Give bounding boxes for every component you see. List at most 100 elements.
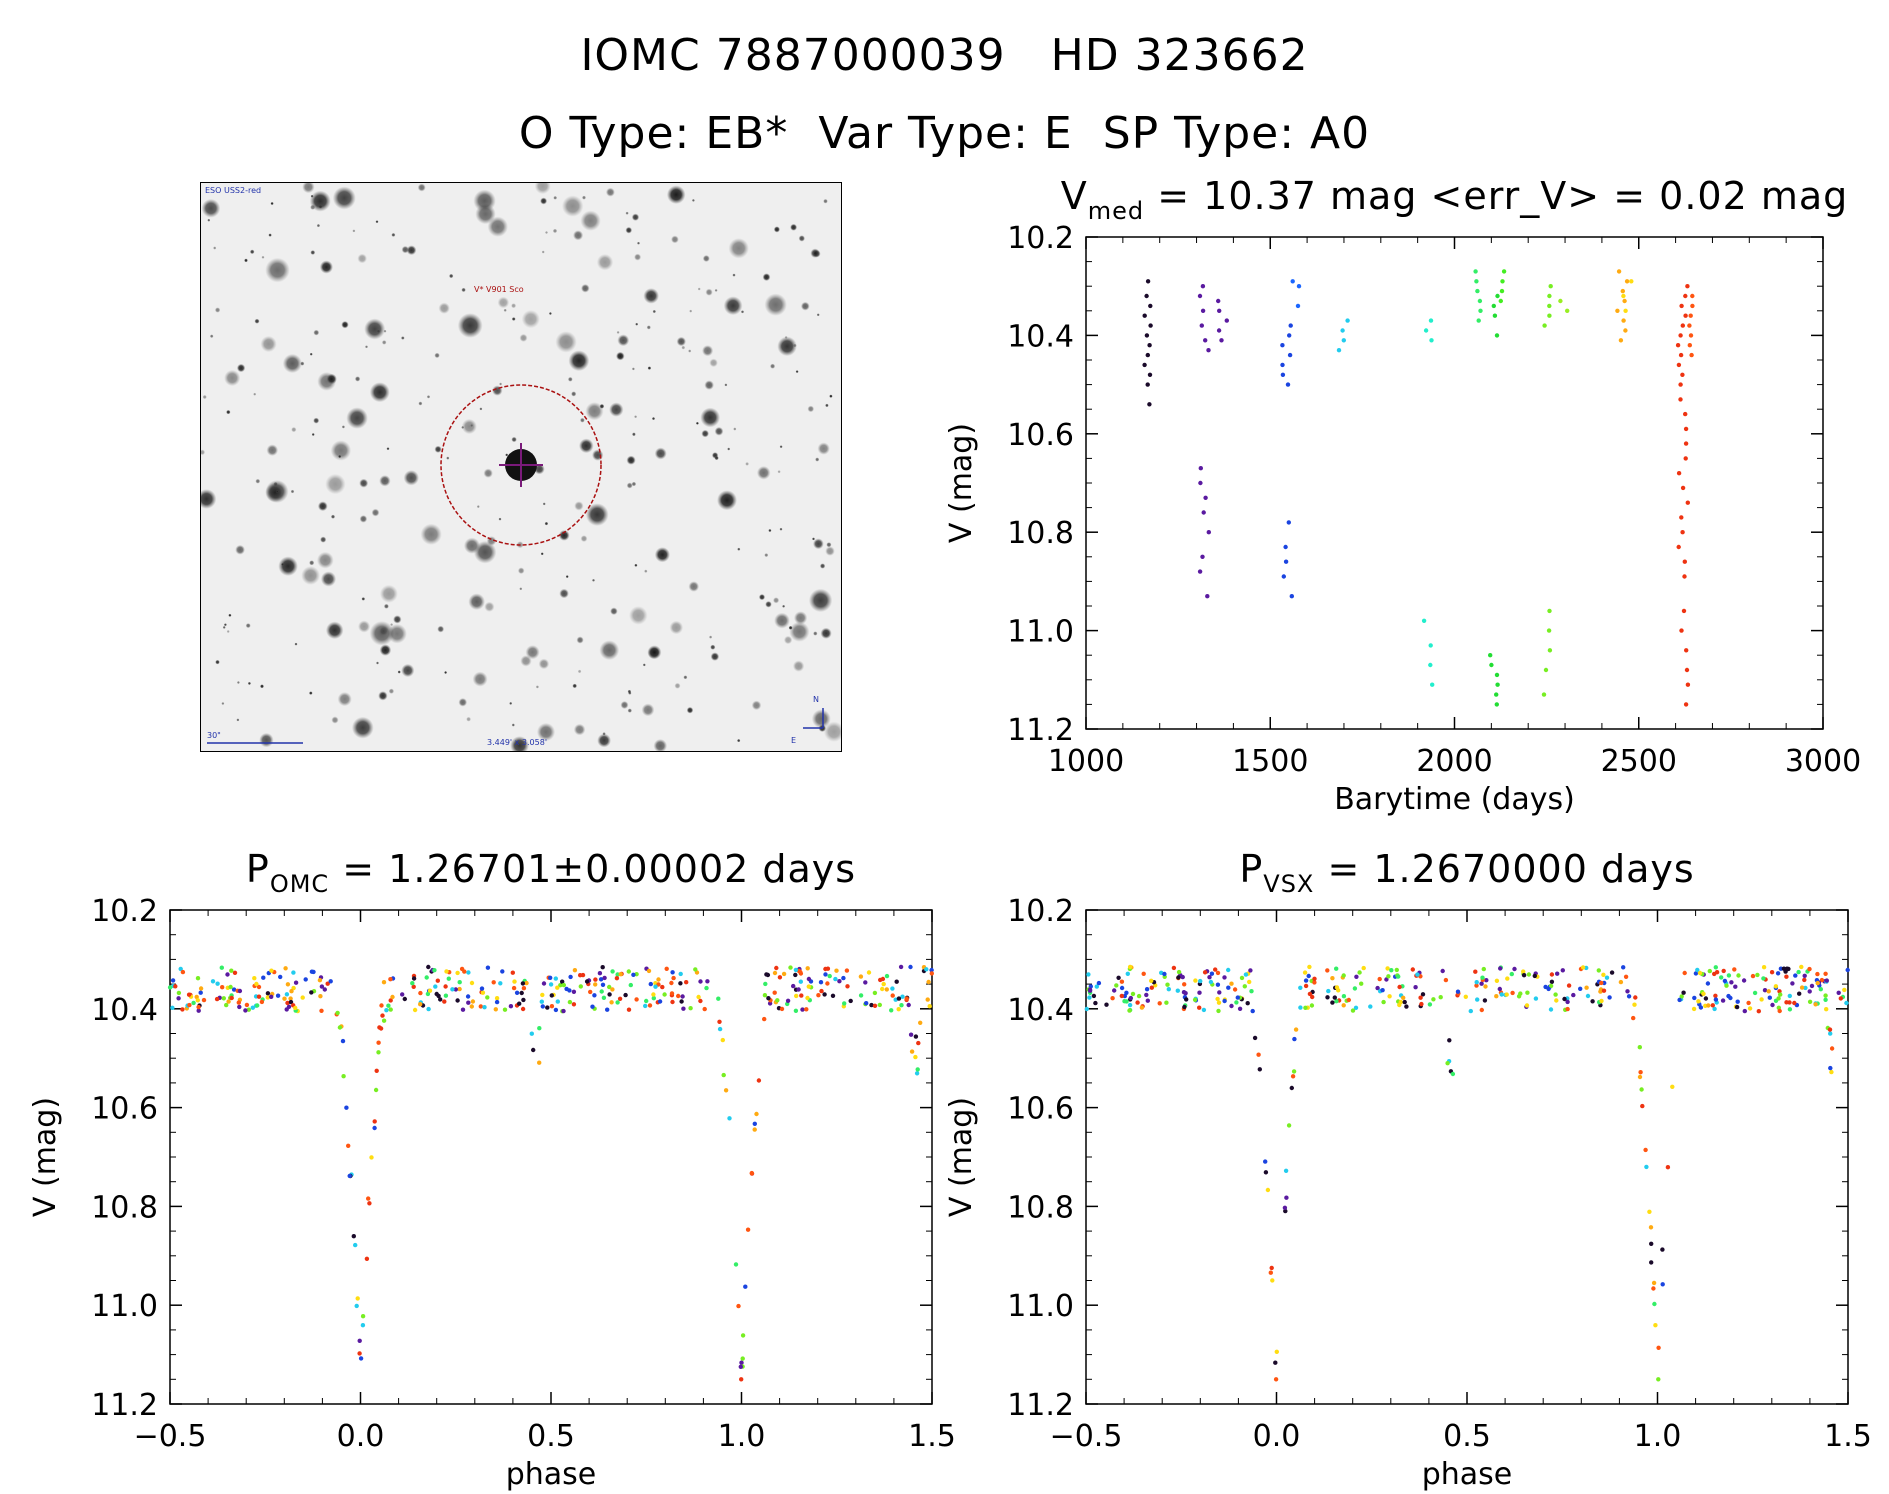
data-point — [1473, 969, 1478, 974]
finder-star — [449, 273, 454, 279]
x-tick-label: 3000 — [1785, 744, 1861, 779]
data-point — [1144, 333, 1150, 338]
data-point — [1799, 964, 1804, 970]
data-point — [531, 1047, 536, 1053]
data-point — [1428, 643, 1433, 648]
data-point — [1565, 999, 1570, 1005]
data-point — [1207, 975, 1212, 980]
data-point — [1346, 997, 1352, 1003]
data-point — [303, 977, 308, 982]
data-point — [1742, 1008, 1748, 1014]
finder-star — [688, 349, 692, 353]
data-point — [1402, 999, 1407, 1005]
finder-star — [290, 489, 295, 494]
data-point — [693, 967, 698, 972]
y-tick-label: 10.6 — [1007, 1092, 1074, 1127]
data-point — [590, 1004, 595, 1009]
data-point — [269, 994, 274, 999]
data-point — [1724, 983, 1729, 988]
data-point — [898, 964, 904, 970]
data-point — [291, 985, 296, 991]
data-point — [377, 1025, 382, 1030]
y-tick-label: 10.8 — [1007, 516, 1074, 551]
data-point — [567, 988, 572, 993]
data-point — [593, 982, 598, 987]
data-point — [1638, 1070, 1643, 1075]
data-point — [198, 990, 203, 995]
finder-star — [723, 296, 743, 316]
data-point — [553, 1007, 559, 1013]
finder-star — [540, 552, 544, 556]
data-point — [1532, 973, 1538, 979]
data-point — [899, 1003, 904, 1008]
data-point — [1141, 971, 1146, 976]
data-point — [1119, 985, 1125, 991]
data-point — [1237, 1006, 1243, 1011]
data-point — [628, 982, 633, 988]
finder-star — [330, 514, 336, 519]
finder-star — [361, 597, 366, 601]
data-point — [1828, 1065, 1833, 1071]
data-point — [1680, 323, 1686, 328]
data-point — [256, 984, 262, 990]
finder-star — [434, 352, 440, 359]
data-point — [1604, 975, 1610, 980]
finder-star — [688, 581, 700, 592]
data-point — [1226, 967, 1231, 973]
data-point — [1688, 333, 1694, 338]
data-point — [1119, 993, 1125, 999]
data-point — [548, 982, 554, 987]
data-point — [457, 986, 462, 992]
data-point — [1803, 985, 1808, 991]
finder-star — [446, 456, 450, 460]
finder-star — [337, 692, 352, 707]
finder-star — [483, 468, 493, 478]
finder-star — [631, 213, 640, 221]
finder-star — [213, 246, 217, 250]
finder-star — [397, 670, 401, 674]
data-point — [916, 1040, 921, 1046]
data-point — [322, 987, 327, 992]
data-point — [676, 993, 681, 999]
finder-target-circle — [440, 384, 602, 546]
finder-star — [609, 402, 624, 417]
finder-star — [727, 447, 731, 451]
data-point — [1303, 983, 1309, 989]
finder-star — [572, 683, 577, 689]
data-point — [1845, 967, 1850, 973]
finder-star — [461, 287, 466, 293]
data-point — [1548, 983, 1554, 989]
data-point — [1222, 998, 1227, 1004]
data-point — [717, 1019, 722, 1024]
finder-star — [697, 287, 701, 291]
data-point — [521, 986, 527, 991]
data-point — [766, 996, 771, 1001]
data-point — [1549, 972, 1555, 977]
finder-star — [626, 455, 636, 465]
data-point — [1631, 1015, 1636, 1021]
data-point — [500, 969, 505, 974]
data-point — [354, 1303, 359, 1309]
data-point — [1690, 303, 1695, 309]
finder-star — [357, 253, 367, 264]
finder-star — [625, 226, 633, 234]
data-point — [215, 981, 220, 986]
data-point — [1353, 1005, 1359, 1010]
data-point — [1481, 966, 1487, 972]
finder-star — [437, 625, 445, 633]
data-point — [1116, 975, 1121, 980]
data-point — [1209, 971, 1215, 976]
data-point — [337, 1025, 343, 1030]
data-point — [588, 989, 593, 995]
data-point — [1547, 648, 1553, 653]
finder-star — [341, 321, 349, 329]
data-point — [918, 1020, 923, 1025]
finder-star — [599, 640, 620, 661]
finder-star — [764, 293, 787, 316]
finder-star — [538, 658, 550, 670]
data-point — [915, 1067, 920, 1072]
finder-star — [710, 644, 716, 650]
data-point — [1683, 456, 1688, 461]
data-point — [1746, 1000, 1751, 1006]
data-point — [1829, 1069, 1834, 1075]
